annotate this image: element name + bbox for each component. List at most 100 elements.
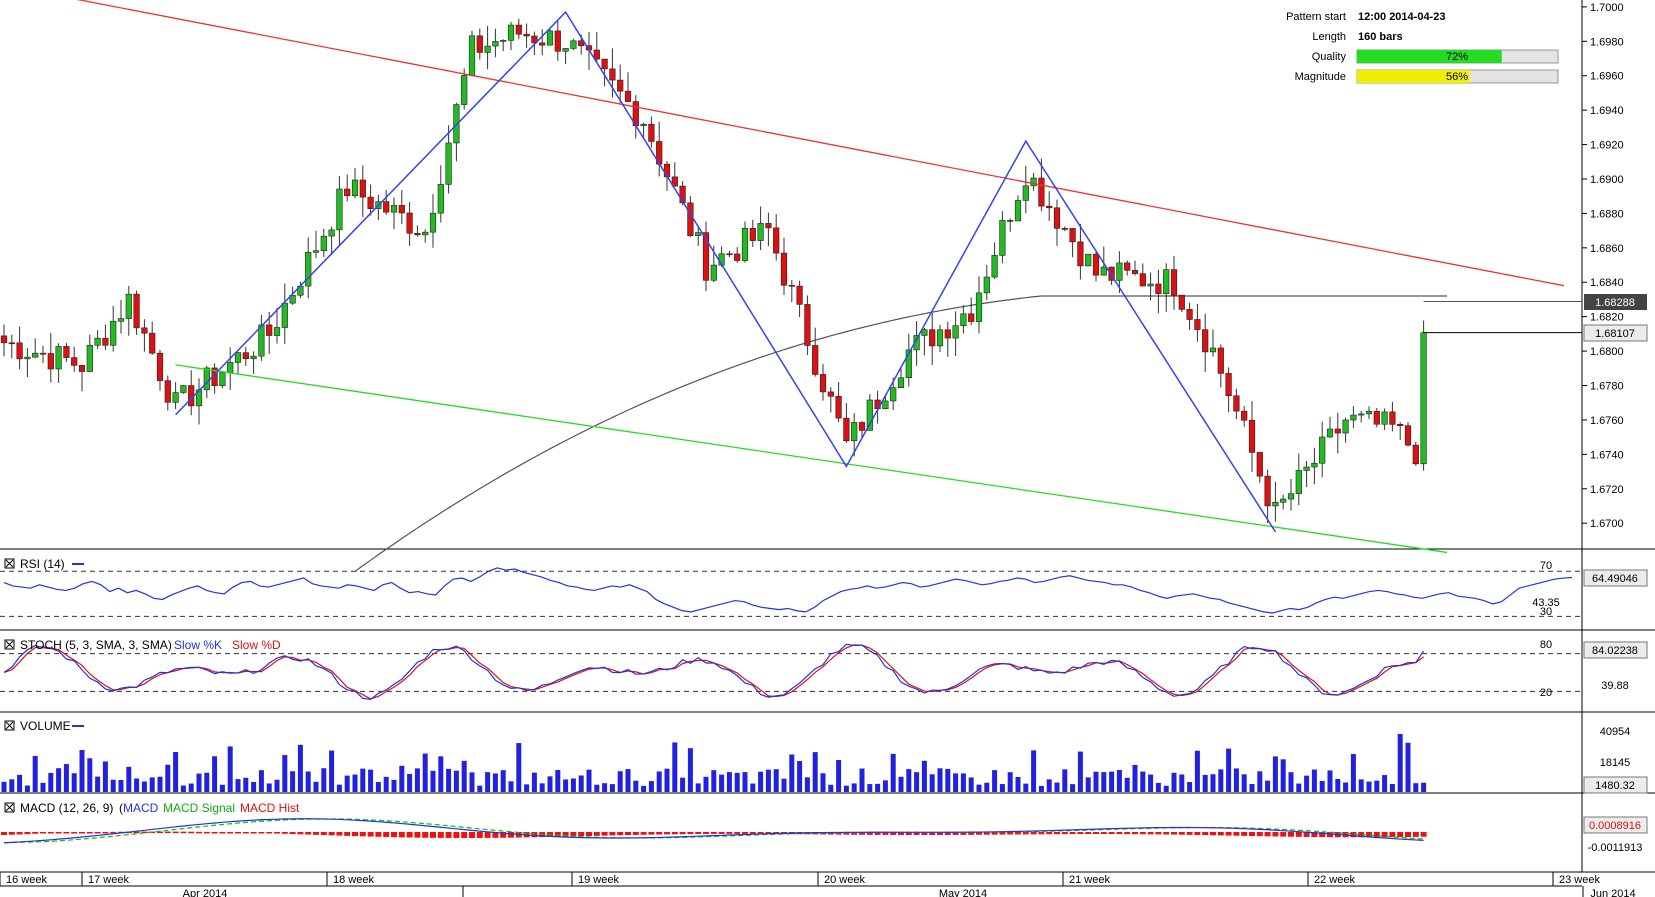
candle bbox=[1046, 191, 1053, 221]
candle-body bbox=[991, 255, 998, 278]
candle bbox=[827, 387, 834, 413]
candle-body bbox=[63, 346, 70, 358]
volume-bar bbox=[149, 777, 155, 792]
volume-bar bbox=[219, 784, 225, 792]
volume-bar bbox=[352, 774, 358, 792]
volume-bar bbox=[1272, 756, 1278, 792]
candle bbox=[695, 227, 702, 246]
candle-body bbox=[1272, 501, 1279, 507]
macd-hist-bar bbox=[921, 832, 928, 836]
volume-bar bbox=[141, 781, 147, 792]
volume-bar bbox=[524, 784, 530, 792]
candle-body bbox=[172, 392, 179, 403]
candle-body bbox=[1326, 428, 1334, 438]
support-trendline bbox=[175, 364, 1448, 554]
ma-value-box: 1.68288 bbox=[1584, 294, 1647, 310]
candle-body bbox=[1381, 411, 1388, 425]
macd-hist-bar bbox=[367, 832, 374, 837]
candle bbox=[305, 237, 312, 299]
macd-hist-bar bbox=[16, 832, 23, 835]
volume-bar bbox=[1109, 771, 1115, 792]
macd-hist-bar bbox=[8, 832, 15, 835]
volume-bar bbox=[1140, 771, 1146, 792]
volume-title: VOLUME bbox=[4, 719, 84, 733]
candle bbox=[1092, 250, 1100, 282]
candle bbox=[734, 247, 741, 263]
macd-hist-bar bbox=[313, 832, 319, 835]
macd-hist-bar bbox=[1288, 832, 1294, 837]
candle bbox=[897, 366, 905, 389]
volume-value-box: 1480.32 bbox=[1583, 776, 1648, 794]
rsi-value-box: 64.49046 bbox=[1583, 569, 1648, 587]
macd-hist-bar bbox=[1155, 832, 1162, 835]
candle bbox=[390, 197, 398, 230]
macd-hist-bar bbox=[874, 832, 881, 835]
candle-body bbox=[944, 329, 951, 339]
candle bbox=[1404, 422, 1412, 447]
volume-bar bbox=[492, 773, 498, 792]
candle-body bbox=[796, 285, 803, 305]
candle bbox=[773, 214, 780, 261]
volume-bar bbox=[118, 780, 124, 792]
volume-bar bbox=[984, 782, 990, 792]
macd-hist-bar bbox=[749, 832, 756, 834]
candle-body bbox=[1202, 329, 1209, 353]
candle-body bbox=[328, 229, 335, 237]
month-label: Jun 2014 bbox=[1590, 888, 1635, 897]
macd-hist-bar bbox=[297, 832, 304, 835]
week-label: 18 week bbox=[333, 874, 374, 886]
macd-hist-bar bbox=[157, 831, 163, 834]
candle-body bbox=[1077, 241, 1084, 267]
candle bbox=[851, 413, 858, 457]
candle-body bbox=[289, 294, 296, 304]
volume-bar bbox=[17, 774, 23, 792]
candle bbox=[671, 162, 678, 187]
volume-bar bbox=[1389, 783, 1395, 792]
macd-hist-bar bbox=[469, 832, 475, 839]
macd-hist-bar bbox=[1280, 832, 1287, 837]
candle bbox=[500, 39, 507, 51]
candle-body bbox=[359, 179, 366, 198]
volume-bar bbox=[414, 768, 420, 792]
candle bbox=[1053, 199, 1061, 246]
macd-hist-bar bbox=[718, 832, 725, 834]
volume-bar bbox=[204, 772, 210, 792]
candle bbox=[117, 299, 125, 334]
macd-hist-bar bbox=[164, 831, 171, 834]
volume-bar bbox=[1335, 779, 1341, 792]
macd-hist-bar bbox=[632, 832, 639, 835]
candle bbox=[492, 28, 499, 58]
macd-hist-bar bbox=[328, 832, 335, 836]
candle bbox=[515, 18, 522, 40]
volume-bar bbox=[882, 780, 888, 792]
candle-body bbox=[429, 212, 437, 233]
macd-hist-bar bbox=[1420, 832, 1427, 837]
candle-body bbox=[258, 324, 265, 357]
candle bbox=[172, 382, 179, 410]
last-price-value: 1.68107 bbox=[1595, 328, 1635, 340]
macd-hist-bar bbox=[1186, 832, 1193, 835]
volume-bar bbox=[1218, 769, 1224, 792]
volume-bar bbox=[773, 769, 779, 792]
volume-bar bbox=[1241, 774, 1247, 792]
macd-hist-bar bbox=[1373, 832, 1380, 838]
volume-bar bbox=[820, 773, 826, 792]
volume-bar bbox=[921, 760, 927, 792]
candle bbox=[796, 280, 803, 318]
candle bbox=[1116, 251, 1123, 294]
candle-body bbox=[1163, 269, 1170, 294]
macd-hist-bar bbox=[913, 832, 920, 836]
volume-bar bbox=[1358, 779, 1364, 792]
candle-body bbox=[890, 387, 897, 402]
volume-bar bbox=[32, 755, 38, 792]
volume-bar bbox=[438, 756, 444, 792]
volume-bar bbox=[344, 775, 350, 792]
macd-hist-bar bbox=[1132, 832, 1138, 835]
candle-body bbox=[422, 231, 429, 236]
macd-hist-bar bbox=[445, 832, 452, 838]
candle bbox=[445, 125, 452, 194]
candle bbox=[999, 211, 1006, 264]
macd-hist-bar bbox=[258, 832, 265, 834]
candle bbox=[562, 48, 569, 65]
candle-body bbox=[398, 205, 405, 214]
